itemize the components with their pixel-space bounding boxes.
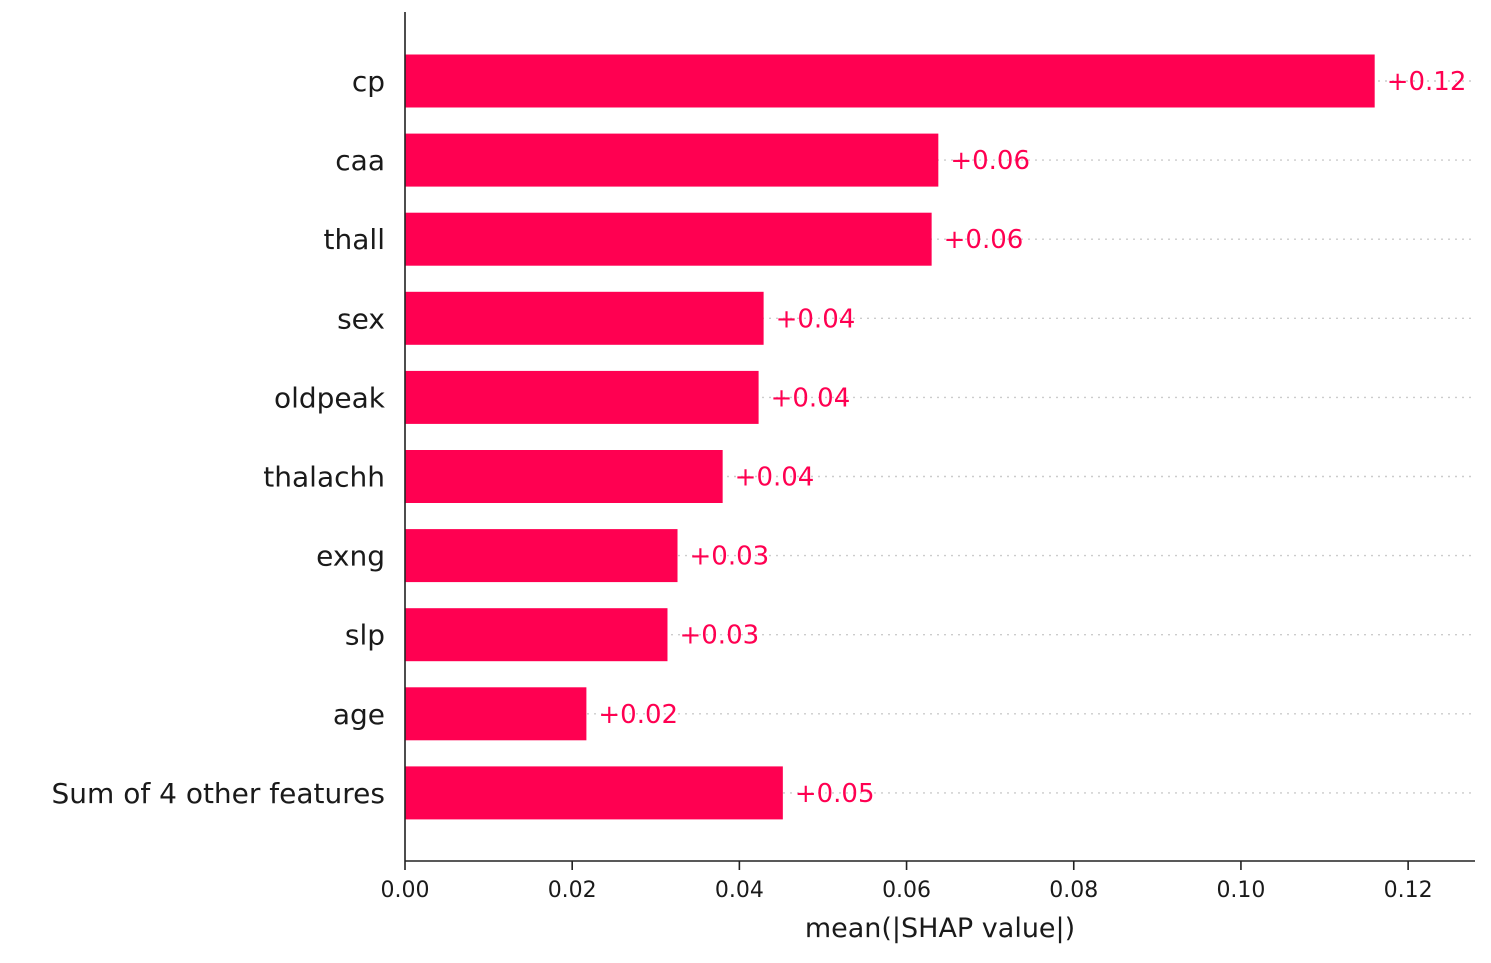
value-label: +0.04	[735, 463, 815, 493]
feature-label: thall	[324, 223, 385, 256]
value-label: +0.03	[690, 542, 770, 572]
feature-label: caa	[335, 144, 385, 177]
x-tick-label: 0.04	[715, 878, 764, 903]
bar	[405, 291, 764, 345]
feature-label: oldpeak	[274, 381, 386, 414]
value-label: +0.04	[776, 304, 856, 334]
x-tick-label: 0.08	[1049, 878, 1098, 903]
x-tick-label: 0.06	[882, 878, 931, 903]
label-layer: cp +0.12 caa +0.06 thall +0.06 sex +0.04 oldpeak…	[52, 65, 1467, 810]
value-label: +0.05	[795, 779, 875, 809]
bar-layer	[405, 54, 1375, 820]
feature-label: age	[333, 698, 385, 731]
x-tick-label: 0.00	[381, 878, 430, 903]
value-label: +0.06	[950, 146, 1030, 176]
bar	[405, 450, 723, 503]
feature-label: cp	[352, 65, 385, 98]
grid-layer	[405, 80, 1475, 794]
x-axis-title: mean(|SHAP value|)	[805, 913, 1075, 944]
value-label: +0.02	[598, 700, 678, 730]
value-label: +0.06	[944, 225, 1024, 255]
bar	[405, 370, 759, 424]
bar	[405, 529, 678, 583]
bar	[405, 766, 783, 820]
value-label: +0.12	[1387, 67, 1467, 97]
feature-label: slp	[345, 619, 385, 652]
x-tick-layer: 0.00 0.02 0.04 0.06 0.08 0.10 0.12	[381, 861, 1433, 903]
feature-label: exng	[316, 540, 385, 573]
bar	[405, 687, 587, 741]
bar	[405, 54, 1375, 108]
feature-label: sex	[337, 302, 385, 335]
value-label: +0.03	[679, 621, 759, 651]
bar	[405, 608, 668, 662]
x-tick-label: 0.12	[1384, 878, 1433, 903]
x-tick-label: 0.02	[548, 878, 597, 903]
feature-label: thalachh	[263, 461, 385, 494]
value-label: +0.04	[771, 383, 851, 413]
feature-label: Sum of 4 other features	[52, 777, 385, 810]
x-tick-label: 0.10	[1216, 878, 1265, 903]
bar	[405, 212, 932, 266]
bar	[405, 133, 939, 187]
